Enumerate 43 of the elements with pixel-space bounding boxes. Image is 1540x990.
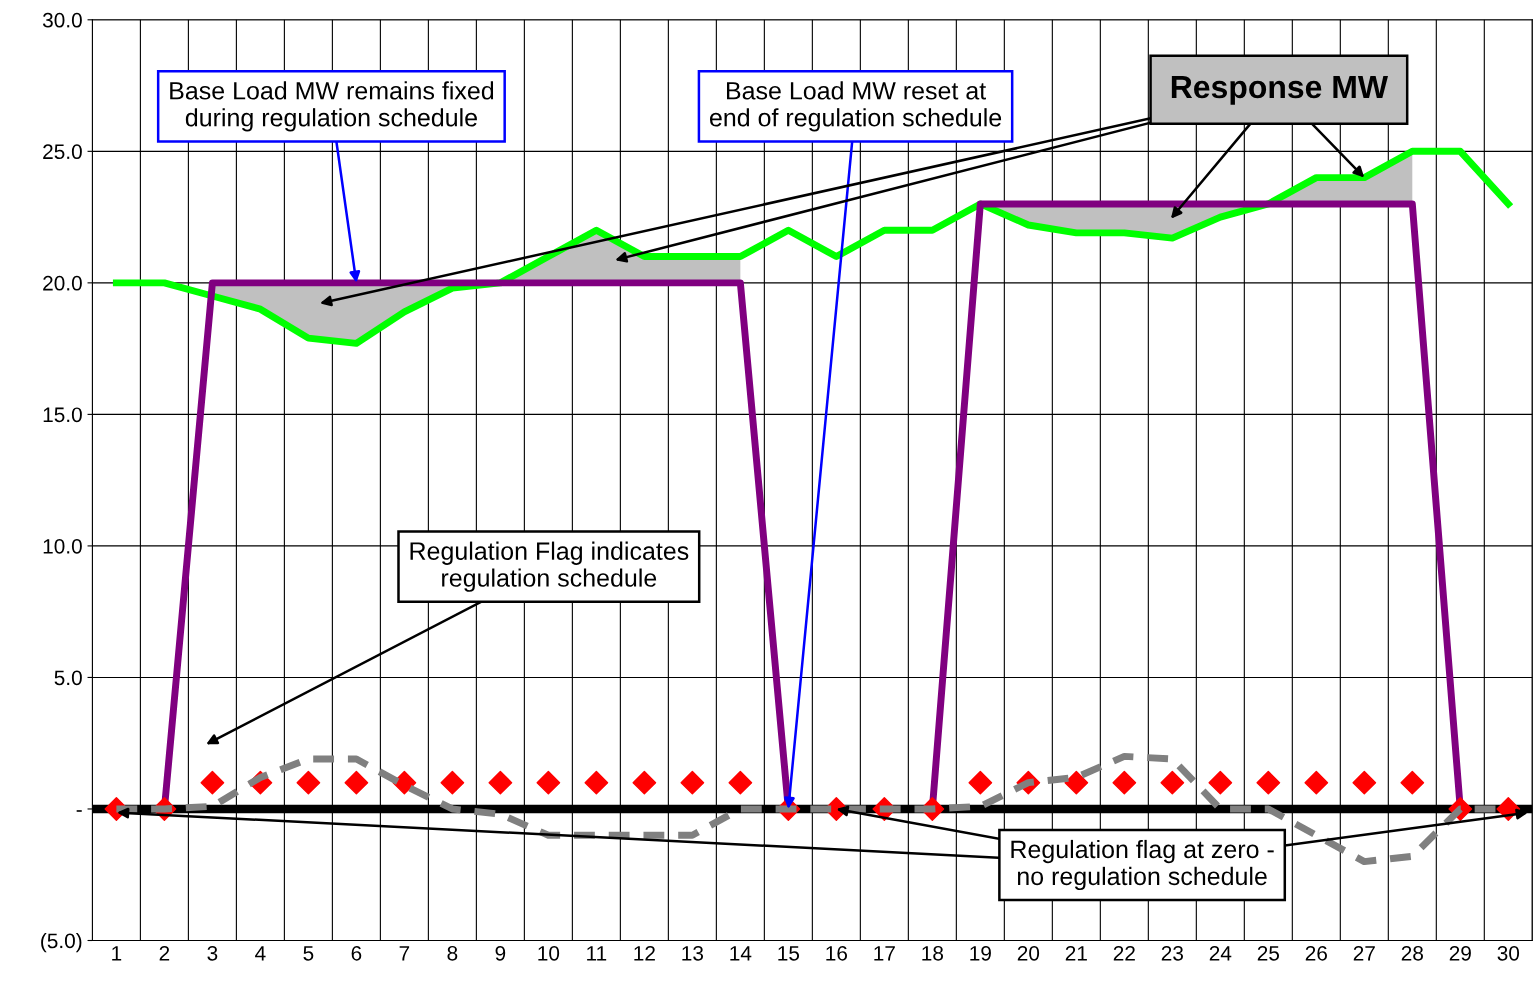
x-tick-label: 7	[399, 946, 410, 961]
x-tick-label: 10	[538, 945, 560, 961]
x-tick-label: 23	[1161, 945, 1183, 961]
x-tick-label: 4	[255, 946, 266, 961]
x-tick-label: 22	[1113, 945, 1135, 961]
x-tick-label: 15	[778, 946, 800, 961]
x-tick-label: 6	[351, 945, 362, 961]
y-tick-label: 5.0	[54, 670, 82, 686]
annotation: Base Load MW reset at end of regulation schedule	[709, 81, 1002, 132]
x-tick-label: 24	[1209, 945, 1232, 961]
x-tick-label: 11	[587, 946, 607, 961]
x-tick-label: 27	[1353, 945, 1375, 961]
x-tick-label: 14	[730, 946, 752, 961]
y-tick-label: 25.0	[43, 144, 82, 160]
y-tick-label: -	[76, 810, 82, 812]
annotation: Regulation Flag indicates regulation schedule	[410, 541, 689, 592]
y-tick-label: 20.0	[43, 275, 82, 291]
annotation: Response MW	[1171, 76, 1388, 105]
y-tick-label: 10.0	[43, 538, 82, 554]
y-tick-label: 15.0	[43, 407, 82, 423]
y-tick-label: 30.0	[42, 12, 82, 28]
x-tick-label: 19	[970, 945, 991, 961]
x-tick-label: 8	[447, 945, 458, 961]
x-tick-label: 25	[1257, 945, 1280, 961]
x-tick-label: 26	[1305, 945, 1327, 961]
x-tick-label: 12	[634, 945, 655, 961]
x-tick-label: 1	[112, 946, 122, 961]
x-tick-label: 2	[159, 945, 170, 961]
x-tick-label: 28	[1401, 945, 1423, 961]
x-tick-label: 30	[1497, 945, 1520, 961]
x-tick-label: 16	[826, 945, 848, 961]
x-tick-label: 20	[1017, 945, 1040, 961]
x-tick-label: 17	[874, 946, 895, 961]
x-tick-label: 9	[495, 945, 506, 961]
x-tick-label: 3	[207, 945, 218, 961]
annotation: Base Load MW remains fixed during regulation schedule	[170, 81, 494, 132]
x-tick-label: 29	[1449, 945, 1471, 961]
x-tick-label: 21	[1065, 945, 1087, 961]
x-tick-label: 18	[922, 945, 944, 961]
x-tick-label: 13	[682, 945, 704, 961]
annotation: Regulation flag at zero - no regulation schedule	[1011, 839, 1274, 891]
x-tick-label: 5	[303, 946, 314, 961]
y-tick-label: (5.0)	[41, 932, 82, 953]
